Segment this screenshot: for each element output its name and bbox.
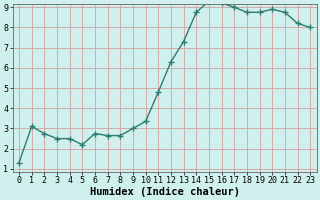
X-axis label: Humidex (Indice chaleur): Humidex (Indice chaleur) <box>90 186 240 197</box>
